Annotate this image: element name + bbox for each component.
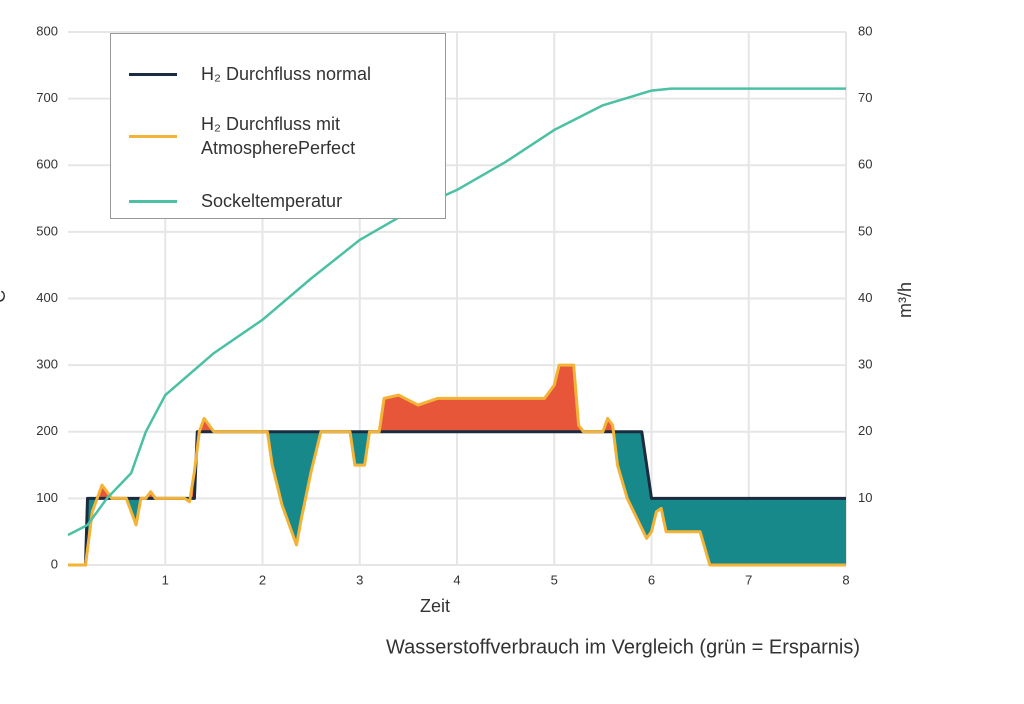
y2-tick-label: 80: [858, 23, 872, 38]
legend-item: H₂ Durchfluss normal: [129, 62, 411, 86]
x-tick-label: 1: [162, 572, 169, 587]
y-tick-label: 100: [36, 490, 58, 505]
legend-label: H₂ Durchfluss normal: [201, 64, 372, 84]
legend: H₂ Durchfluss normal H₂ Durchfluss mit At…: [110, 33, 446, 219]
y2-axis-label: m³/h: [895, 282, 915, 318]
y2-tick-label: 70: [858, 90, 872, 105]
y2-tick-label: 50: [858, 223, 872, 238]
y2-tick-label: 20: [858, 423, 872, 438]
x-tick-label: 5: [551, 572, 558, 587]
x-tick-label: 4: [453, 572, 460, 587]
y-tick-label: 700: [36, 90, 58, 105]
y-tick-label: 0: [51, 556, 58, 571]
x-axis-label: Zeit: [420, 596, 450, 616]
y2-tick-label: 10: [858, 490, 872, 505]
caption: Wasserstoffverbrauch im Vergleich (grün …: [386, 636, 860, 658]
legend-item: H₂ Durchfluss mit AtmospherePerfect: [129, 112, 411, 160]
y-axis-label: °C: [0, 290, 9, 310]
y2-tick-label: 40: [858, 290, 872, 305]
y-tick-label: 800: [36, 23, 58, 38]
y-tick-label: 600: [36, 157, 58, 172]
x-tick-label: 3: [356, 572, 363, 587]
series-line: [67, 87, 846, 537]
y2-tick-label: 30: [858, 357, 872, 372]
y-tick-label: 200: [36, 423, 58, 438]
series-line: [68, 363, 846, 567]
legend-swatch: [129, 134, 177, 138]
legend-label: Sockeltemperatur: [201, 191, 343, 211]
y-tick-label: 400: [36, 290, 58, 305]
legend-swatch: [129, 199, 177, 203]
y-tick-label: 300: [36, 357, 58, 372]
legend-label: H₂ Durchfluss mit AtmospherePerfect: [201, 114, 356, 158]
legend-item: Sockeltemperatur: [129, 189, 411, 213]
legend-swatch: [129, 72, 177, 76]
x-tick-label: 6: [648, 572, 655, 587]
y2-tick-label: 60: [858, 157, 872, 172]
y-tick-label: 500: [36, 223, 58, 238]
x-tick-label: 7: [745, 572, 752, 587]
x-tick-label: 2: [259, 572, 266, 587]
x-tick-label: 8: [842, 572, 849, 587]
